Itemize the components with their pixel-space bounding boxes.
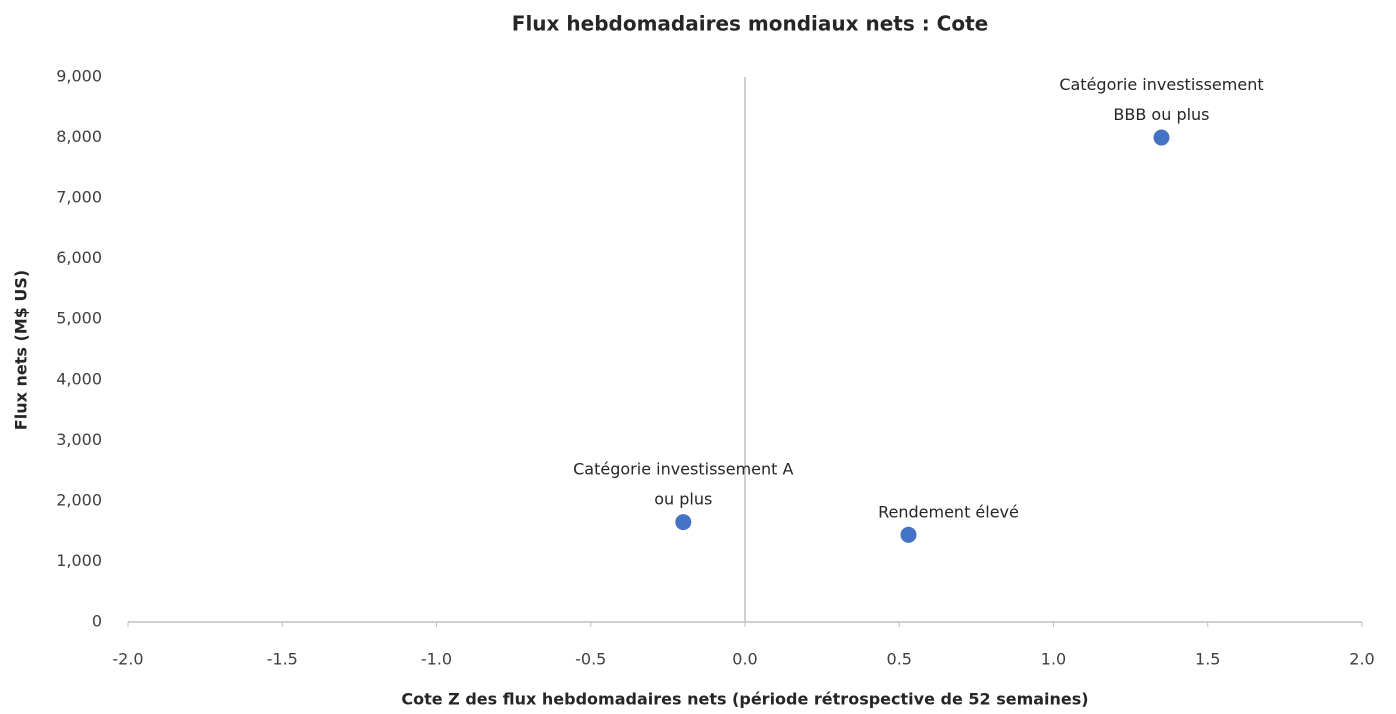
- point-label: Catégorie investissement A: [573, 460, 793, 479]
- x-tick-label: 1.0: [1041, 650, 1066, 669]
- x-tick-label: -0.5: [575, 650, 606, 669]
- point-label: ou plus: [654, 490, 712, 509]
- y-tick-label: 1,000: [56, 551, 102, 570]
- y-tick-label: 3,000: [56, 430, 102, 449]
- point-label: BBB ou plus: [1113, 105, 1209, 124]
- x-tick-label: -1.0: [421, 650, 452, 669]
- point: [675, 514, 692, 531]
- point-label: Catégorie investissement: [1059, 75, 1263, 94]
- chart-title: Flux hebdomadaires mondiaux nets : Cote: [512, 12, 988, 36]
- x-axis-label: Cote Z des flux hebdomadaires nets (péri…: [401, 690, 1088, 709]
- y-tick-label: 0: [92, 612, 102, 631]
- x-tick-label: 1.5: [1195, 650, 1220, 669]
- point-label: Rendement élevé: [878, 502, 1019, 521]
- y-axis-label: Flux nets (M$ US): [12, 270, 31, 430]
- x-tick-label: -1.5: [267, 650, 298, 669]
- point: [1153, 129, 1170, 146]
- y-tick-label: 8,000: [56, 127, 102, 146]
- y-tick-label: 7,000: [56, 188, 102, 207]
- x-tick-label: -2.0: [112, 650, 143, 669]
- x-tick-label: 0.5: [887, 650, 912, 669]
- y-tick-label: 6,000: [56, 248, 102, 267]
- x-tick-label: 0.0: [732, 650, 757, 669]
- y-tick-label: 2,000: [56, 490, 102, 509]
- y-tick-label: 9,000: [56, 67, 102, 86]
- x-tick-label: 2.0: [1349, 650, 1374, 669]
- point: [900, 526, 917, 543]
- y-tick-label: 5,000: [56, 309, 102, 328]
- y-tick-label: 4,000: [56, 369, 102, 388]
